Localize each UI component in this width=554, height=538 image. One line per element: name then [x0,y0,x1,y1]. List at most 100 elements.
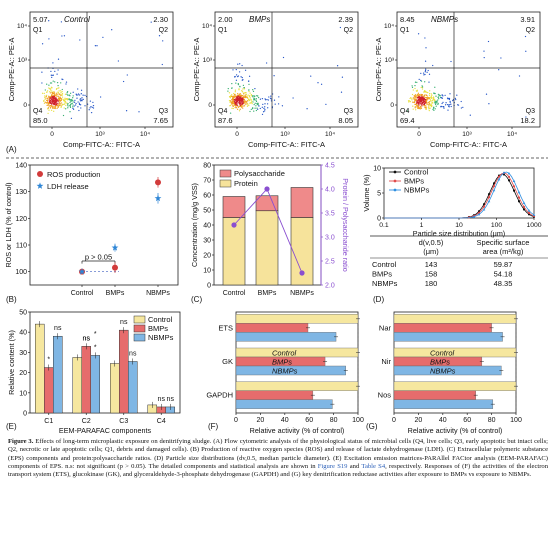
flow-event-dot [255,109,258,112]
y-axis-label: Relative content (%) [7,330,16,395]
flow-event-dot [52,74,54,76]
x-tick-label: BMPs [106,290,125,297]
control-point [513,189,515,192]
flow-event-dot [227,90,229,92]
x-tick-label: 0 [234,417,238,424]
x-tick-label: 20 [257,417,265,424]
flow-event-dot [455,98,457,101]
flow-event-dot [407,100,410,102]
flow-event-dot [428,105,430,107]
flow-event-dot [231,87,233,90]
flow-event-dot [47,108,49,110]
flow-event-dot [258,105,260,107]
flow-event-dot [437,93,440,96]
flow-event-dot [65,104,67,107]
flow-event-dot [243,100,245,102]
activity-bar [235,332,337,342]
flow-event-dot [256,95,258,97]
flow-event-dot [246,105,249,107]
flow-event-dot [268,96,270,98]
bmps-point [517,196,521,199]
flow-event-dot [259,98,262,100]
flow-event-dot [415,109,417,111]
flow-event-dot [277,103,280,105]
q4-percentage: 69.4 [400,116,415,125]
flow-event-dot [428,101,430,103]
flow-event-dot [416,104,418,106]
nbmps-point [472,215,476,218]
flow-event-dot [417,103,420,105]
flow-event-dot [310,75,312,77]
flow-event-dot [417,102,419,104]
ratio-point [264,186,270,192]
flow-event-dot [56,94,58,96]
x-axis-label: Particle size distribution (μm) [413,229,505,238]
flow-event-dot [234,95,237,97]
legend-ldh-label: LDH release [47,182,89,191]
significance-label: * [94,344,97,351]
bmps-point [482,205,486,208]
caption-link-figure[interactable]: Figure S19 [317,462,348,470]
flow-event-dot [424,37,426,39]
flow-event-dot [433,100,435,102]
flow-event-dot [252,89,254,91]
flow-event-dot [51,76,53,79]
flow-event-dot [235,79,238,81]
flow-event-dot [53,99,55,101]
y-tick-label: 30 [203,238,211,245]
flow-event-dot [418,96,420,98]
flow-event-dot [433,98,436,101]
flow-event-dot [45,94,48,97]
flow-event-dot [57,93,59,95]
nbmps-point [517,190,521,194]
flow-event-dot [74,104,77,106]
flow-event-dot [255,100,258,103]
flow-event-dot [430,95,432,97]
flow-event-dot [239,104,242,106]
y2-tick-label: 3.5 [325,211,335,218]
control-point [478,210,480,213]
flow-event-dot [270,95,272,97]
flow-event-dot [429,104,432,107]
q4-label: Q4 [218,108,227,115]
y-tick-label: 120 [15,216,27,223]
flow-event-dot [73,101,76,103]
flow-event-dot [60,98,63,100]
flow-event-dot [234,91,236,93]
flow-event-dot [411,93,414,96]
flow-event-dot [55,92,57,94]
flow-event-dot [55,107,57,110]
flow-event-dot [242,99,244,101]
flow-event-dot [76,97,78,99]
y-tick-label: 40 [19,330,27,337]
flow-event-dot [414,100,416,103]
flow-event-dot [72,107,74,110]
activity-bar [235,347,359,358]
bmps-point [497,175,501,178]
flow-event-dot [45,95,47,98]
flow-event-dot [336,65,339,67]
flow-event-dot [80,107,82,109]
flow-event-dot [432,98,434,100]
flow-event-dot [249,110,251,113]
y-tick-label: 10³ [385,57,395,64]
flow-event-dot [269,97,272,99]
flow-event-dot [441,94,443,96]
table-row-name: NBMPs [372,279,398,288]
flow-event-dot [64,102,66,104]
y-tick-label: 10 [373,166,381,173]
flow-event-dot [91,106,93,109]
flow-event-dot [414,87,416,90]
flow-event-dot [450,105,452,108]
y-tick-label: 140 [15,163,27,170]
flow-event-dot [263,107,265,110]
category-label: GK [222,357,233,366]
caption-link-table[interactable]: Table S4 [361,462,386,470]
flow-event-dot [41,82,43,84]
nbmps-point [477,212,481,216]
flow-event-dot [414,84,416,87]
significance-label: ns [83,335,91,342]
flow-event-dot [264,103,266,105]
flow-event-dot [265,62,268,64]
panel-f-label: (F) [208,422,219,431]
